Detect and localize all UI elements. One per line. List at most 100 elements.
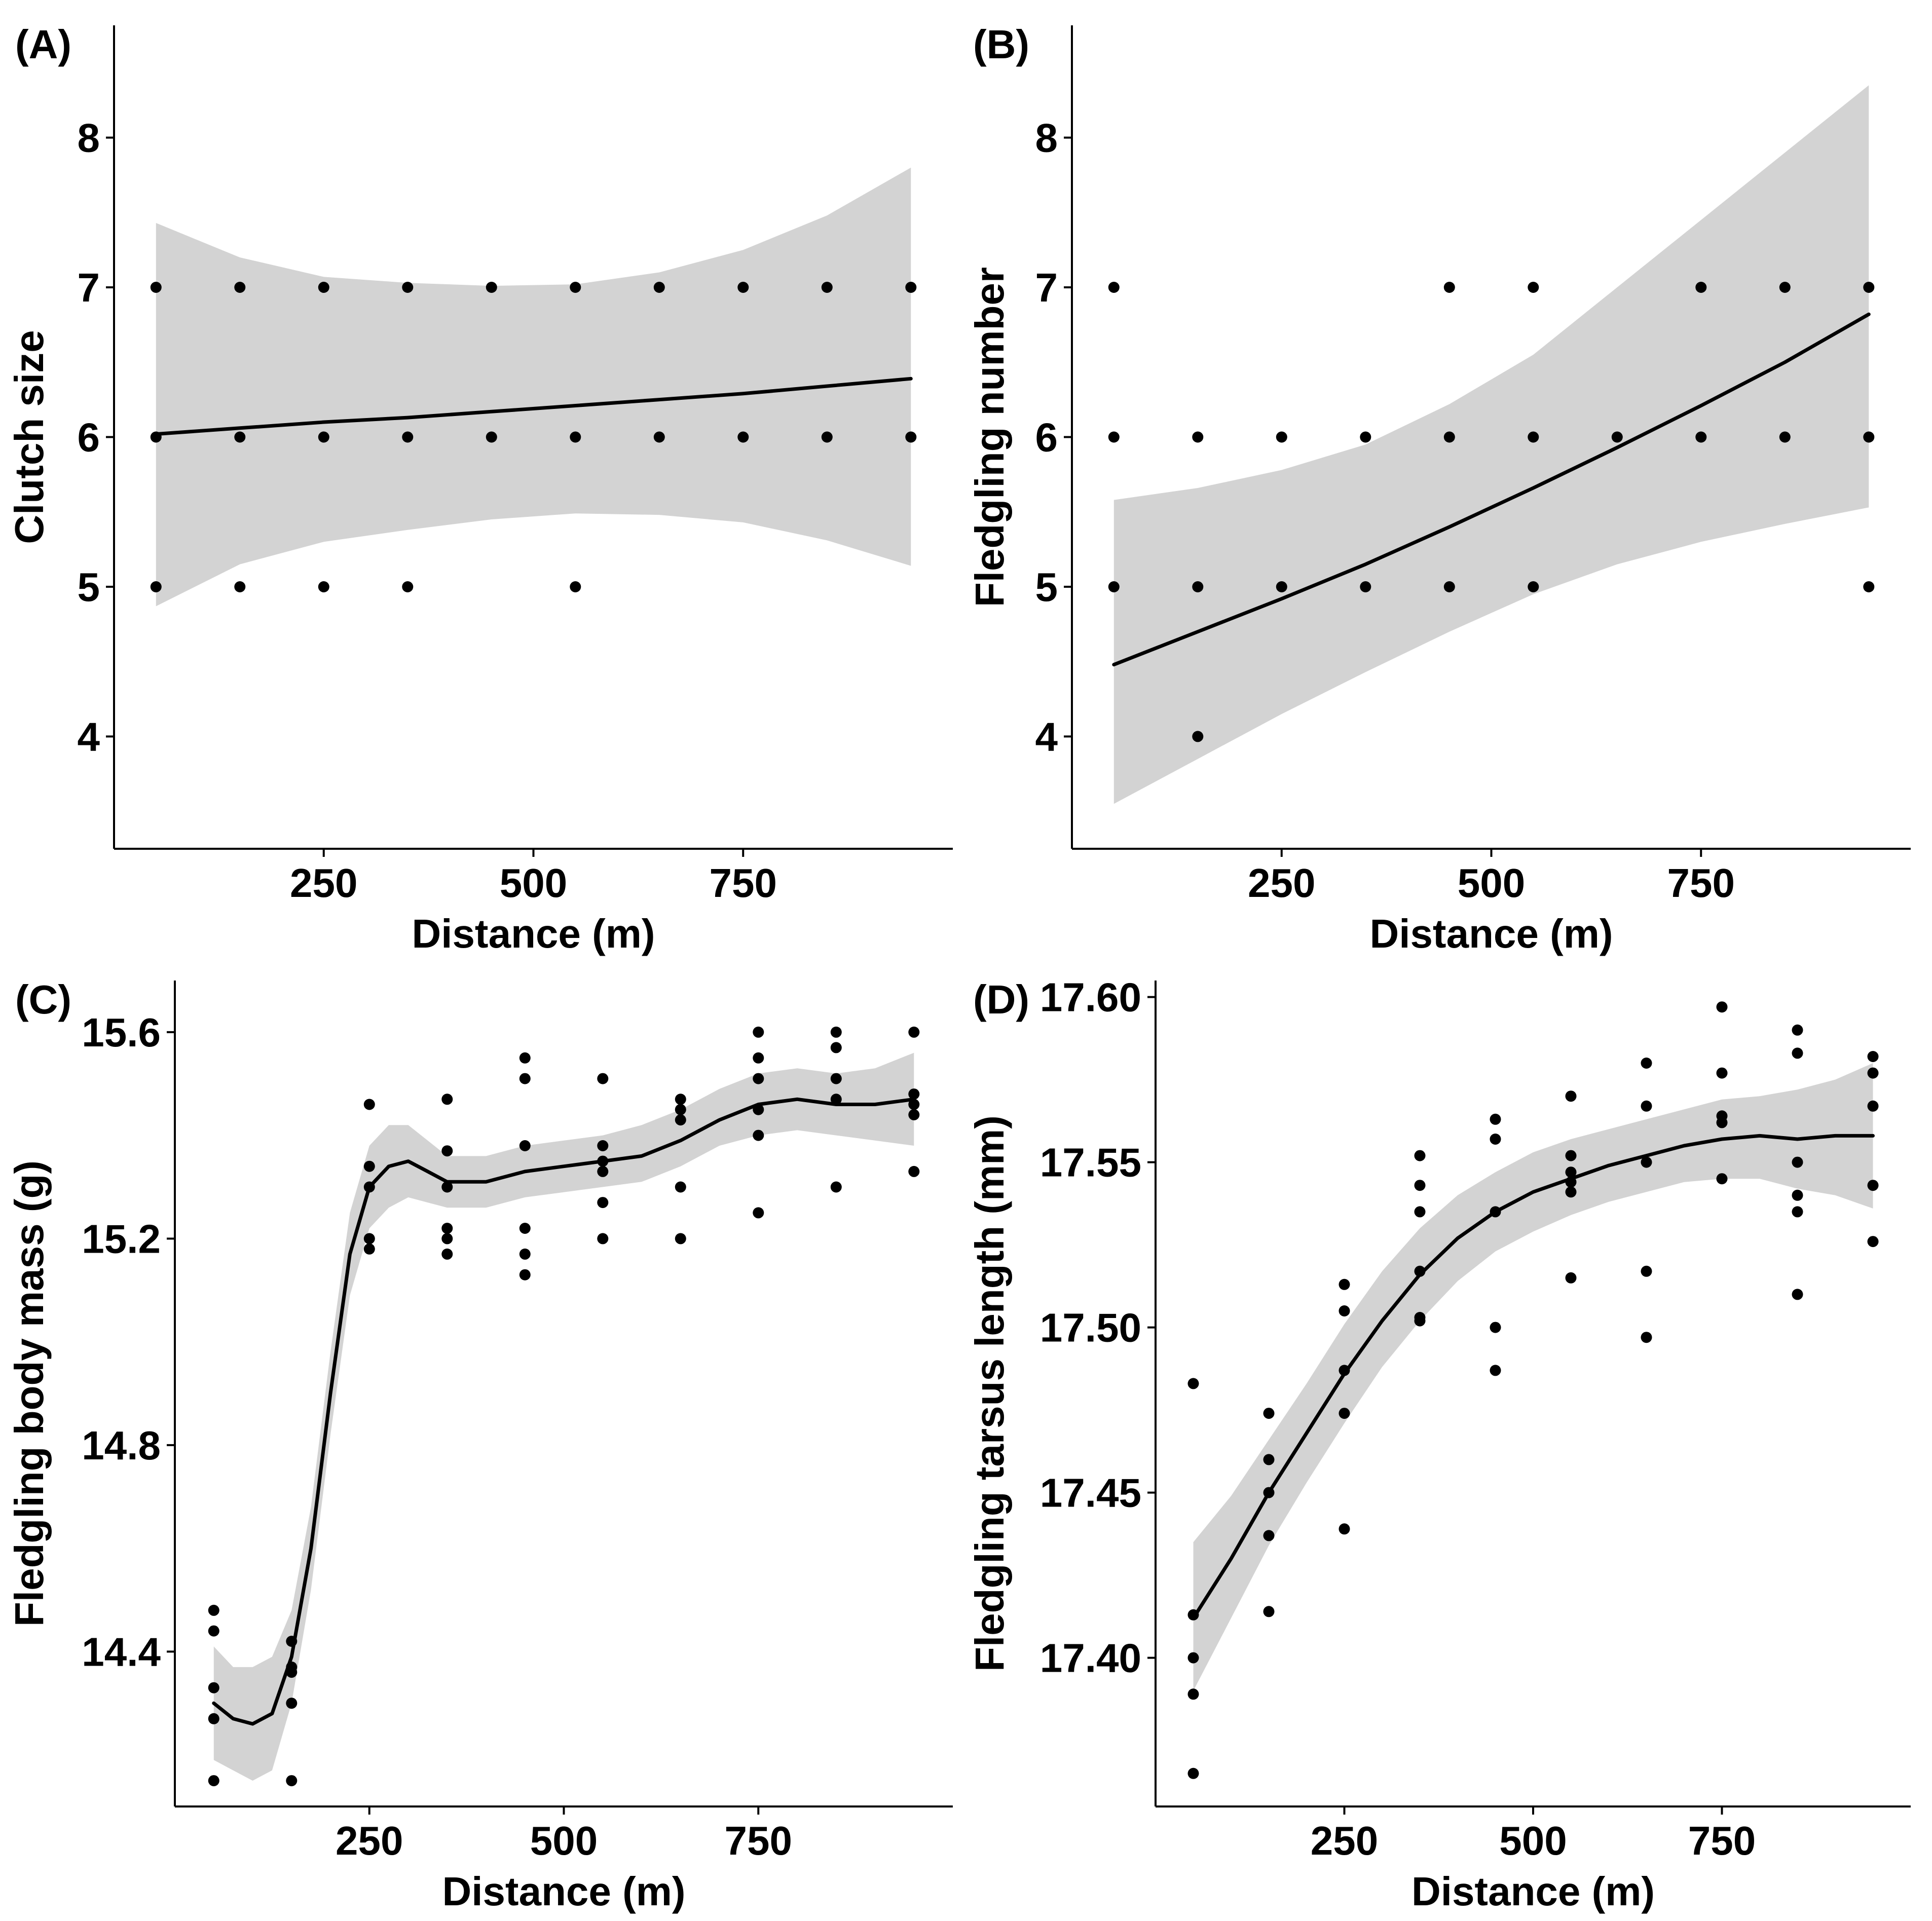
panel-c-data-point bbox=[908, 1026, 920, 1038]
panel-b-data-point bbox=[1695, 431, 1707, 443]
panel-c-x-tick-label: 500 bbox=[530, 1818, 598, 1863]
panel-d-data-point bbox=[1641, 1058, 1652, 1069]
panel-d-data-point bbox=[1867, 1051, 1879, 1062]
panel-c-data-point bbox=[753, 1129, 764, 1141]
panel-d-data-point bbox=[1565, 1150, 1577, 1161]
panel-d-data-point bbox=[1792, 1206, 1803, 1218]
panel-a-data-point bbox=[737, 282, 749, 293]
panel-a-data-point bbox=[570, 581, 581, 592]
panel-c-data-point bbox=[908, 1088, 920, 1100]
panel-d-y-axis-title: Fledgling tarsus length (mm) bbox=[967, 1115, 1012, 1672]
panel-a-data-point bbox=[402, 581, 414, 592]
panel-a-data-point bbox=[150, 581, 162, 592]
panel-a-data-point bbox=[905, 431, 917, 443]
panel-a-data-point bbox=[234, 282, 246, 293]
panel-a-letter: (A) bbox=[15, 22, 71, 67]
panel-d-data-point bbox=[1792, 1024, 1803, 1036]
panel-b-confidence-band bbox=[1113, 85, 1869, 804]
panel-b-data-point bbox=[1443, 431, 1455, 443]
panel-d-data-point bbox=[1414, 1180, 1426, 1191]
panel-b-data-point bbox=[1863, 581, 1875, 592]
panel-d-data-point bbox=[1565, 1166, 1577, 1178]
panel-b-data-point bbox=[1108, 431, 1120, 443]
panel-c-data-point bbox=[441, 1181, 453, 1193]
panel-d-data-point bbox=[1490, 1206, 1501, 1218]
panel-d-data-point bbox=[1792, 1189, 1803, 1201]
panel-d-data-point bbox=[1187, 1378, 1199, 1389]
panel-b-y-tick-label: 5 bbox=[1035, 564, 1058, 610]
panel-d-y-tick-label: 17.50 bbox=[1040, 1305, 1141, 1350]
panel-c-x-tick-label: 250 bbox=[336, 1818, 403, 1863]
panel-d-data-point bbox=[1641, 1156, 1652, 1168]
panel-c-y-axis-title: Fledgling body mass (g) bbox=[7, 1160, 52, 1627]
panel-d-data-point bbox=[1641, 1332, 1652, 1343]
panel-b-data-point bbox=[1360, 581, 1371, 592]
panel-b-data-point bbox=[1779, 431, 1791, 443]
panel-d-data-point bbox=[1339, 1365, 1350, 1376]
panel-b-data-point bbox=[1863, 282, 1875, 293]
panel-c-data-point bbox=[208, 1682, 219, 1693]
panel-a-data-point bbox=[653, 431, 665, 443]
panel-b-x-tick-label: 500 bbox=[1458, 860, 1525, 906]
panel-b-data-point bbox=[1192, 731, 1204, 742]
panel-c-y-tick-label: 15.2 bbox=[82, 1216, 161, 1261]
panel-b-x-tick-label: 750 bbox=[1667, 860, 1735, 906]
panel-a-data-point bbox=[234, 431, 246, 443]
panel-b-data-point bbox=[1528, 431, 1539, 443]
panel-c-data-point bbox=[753, 1026, 764, 1038]
panel-a-data-point bbox=[486, 431, 497, 443]
panel-d-data-point bbox=[1263, 1487, 1275, 1498]
panel-a-x-tick-label: 250 bbox=[290, 860, 357, 906]
panel-c-data-point bbox=[286, 1775, 298, 1787]
panel-b-data-point bbox=[1611, 431, 1623, 443]
panel-d-data-point bbox=[1641, 1265, 1652, 1277]
panel-a-data-point bbox=[150, 431, 162, 443]
panel-b-data-point bbox=[1863, 431, 1875, 443]
panel-c-y-tick-label: 14.4 bbox=[82, 1629, 161, 1674]
panel-a-confidence-band bbox=[156, 167, 911, 607]
panel-d-x-tick-label: 250 bbox=[1311, 1818, 1378, 1863]
panel-c-data-point bbox=[830, 1181, 842, 1193]
panel-d-data-point bbox=[1792, 1289, 1803, 1300]
panel-c-data-point bbox=[441, 1233, 453, 1245]
panel-c-data-point bbox=[363, 1243, 375, 1255]
panel-c-data-point bbox=[363, 1233, 375, 1245]
panel-b-y-axis-title: Fledgling number bbox=[967, 267, 1012, 607]
panel-d-data-point bbox=[1263, 1408, 1275, 1419]
panel-c-data-point bbox=[286, 1698, 298, 1709]
panel-c-data-point bbox=[519, 1223, 531, 1234]
panel-d-data-point bbox=[1339, 1278, 1350, 1290]
panel-d-data-point bbox=[1414, 1315, 1426, 1327]
panel-a-data-point bbox=[821, 431, 833, 443]
panel-b-letter: (B) bbox=[973, 22, 1029, 67]
panel-d-y-tick-label: 17.60 bbox=[1040, 975, 1141, 1020]
panel-b-chart: 4 5 6 7 8 250 500 750 Distance (m) Fledgling numb… bbox=[967, 22, 1911, 956]
panel-c-data-point bbox=[441, 1145, 453, 1157]
panel-c-data-point bbox=[441, 1223, 453, 1234]
panel-d-data-point bbox=[1339, 1305, 1350, 1316]
panel-c-data-point bbox=[830, 1094, 842, 1105]
panel-d-data-point bbox=[1339, 1523, 1350, 1535]
panel-d-data-point bbox=[1187, 1767, 1199, 1779]
panel-c-data-point bbox=[753, 1104, 764, 1115]
panel-c-y-tick-label: 14.8 bbox=[82, 1423, 161, 1468]
panel-d-data-point bbox=[1339, 1408, 1350, 1419]
panel-c-data-point bbox=[597, 1165, 609, 1177]
panel-c-data-point bbox=[208, 1775, 219, 1787]
panel-a-data-point bbox=[905, 282, 917, 293]
panel-d-y-tick-label: 17.40 bbox=[1040, 1636, 1141, 1681]
panel-c-data-point bbox=[208, 1604, 219, 1616]
panel-d-data-point bbox=[1263, 1606, 1275, 1617]
panel-c-letter: (C) bbox=[15, 977, 71, 1022]
panel-d-data-point bbox=[1565, 1272, 1577, 1284]
panel-b-data-point bbox=[1528, 581, 1539, 592]
panel-c-data-point bbox=[597, 1197, 609, 1209]
panel-c-data-point bbox=[519, 1073, 531, 1084]
panel-b-data-point bbox=[1276, 431, 1287, 443]
panel-d-y-tick-label: 17.45 bbox=[1040, 1471, 1141, 1516]
panel-a-y-axis-title: Clutch size bbox=[7, 330, 52, 544]
panel-b-y-tick-label: 8 bbox=[1035, 116, 1058, 161]
panel-d-data-point bbox=[1490, 1134, 1501, 1145]
panel-a-x-tick-label: 750 bbox=[710, 860, 777, 906]
panel-c-data-point bbox=[830, 1026, 842, 1038]
